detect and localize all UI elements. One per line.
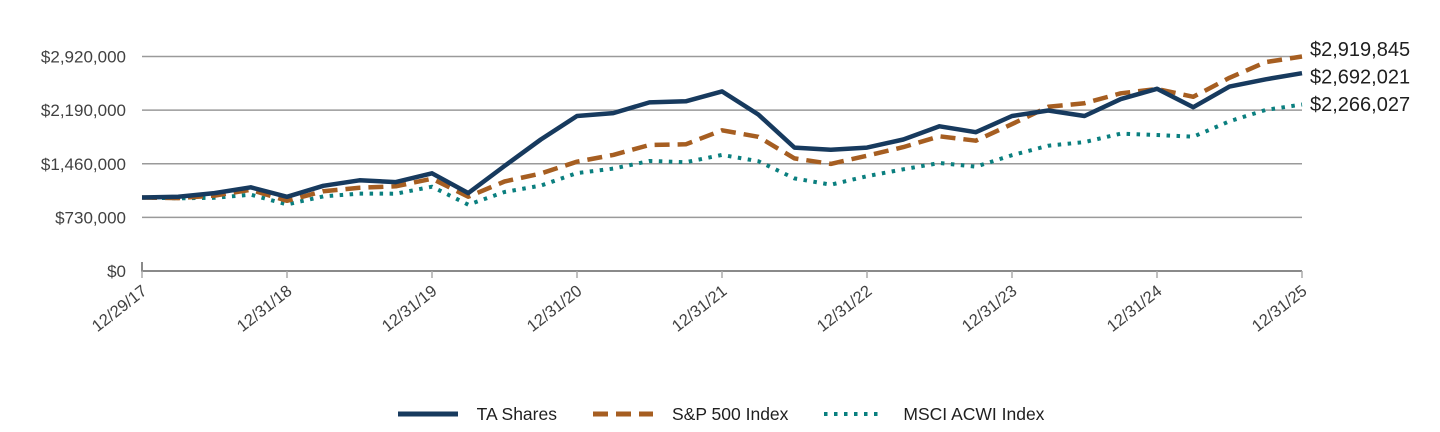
legend-item-ta-shares: TA Shares xyxy=(396,404,557,425)
series-end-value-s-p-500-index: $2,919,845 xyxy=(1310,39,1410,61)
legend-item-msci-acwi-index: MSCI ACWI Index xyxy=(822,404,1044,425)
series-line-s-p-500-index xyxy=(141,54,1303,204)
x-axis-label: 12/29/17 xyxy=(89,282,151,336)
x-axis-label: 12/31/22 xyxy=(814,282,876,336)
legend-label-ta-shares: TA Shares xyxy=(476,403,557,424)
legend-item-sp500-index: S&P 500 Index xyxy=(591,404,788,425)
y-axis-label: $1,460,000 xyxy=(41,155,126,174)
legend-line-sample-dashed xyxy=(592,411,653,417)
y-axis-label: $2,920,000 xyxy=(41,48,126,67)
series-end-value-ta-shares: $2,692,021 xyxy=(1310,67,1410,89)
x-axis-label: 12/31/24 xyxy=(1104,282,1166,336)
legend-label-sp500-index: S&P 500 Index xyxy=(671,403,789,424)
y-axis-label: $730,000 xyxy=(55,208,126,227)
x-axis-label: 12/31/25 xyxy=(1249,282,1311,336)
y-axis-label: $0 xyxy=(107,262,126,281)
series-end-value-msci-acwi-index: $2,266,027 xyxy=(1310,94,1410,116)
x-axis-label: 12/31/23 xyxy=(959,282,1021,336)
x-axis-label: 12/31/18 xyxy=(234,282,296,336)
x-axis-label: 12/31/21 xyxy=(669,282,731,336)
x-axis-label: 12/31/19 xyxy=(379,282,441,336)
legend-label-msci-acwi-index: MSCI ACWI Index xyxy=(903,403,1045,424)
chart-legend: TA Shares S&P 500 Index MSCI ACWI Index xyxy=(0,399,1440,429)
y-axis-label: $2,190,000 xyxy=(41,101,126,120)
x-axis-label: 12/31/20 xyxy=(524,282,586,336)
series-line-msci-acwi-index xyxy=(141,102,1303,207)
legend-line-sample-dotted xyxy=(824,412,885,416)
legend-line-sample-solid xyxy=(397,411,458,417)
series-line-ta-shares xyxy=(141,70,1303,200)
